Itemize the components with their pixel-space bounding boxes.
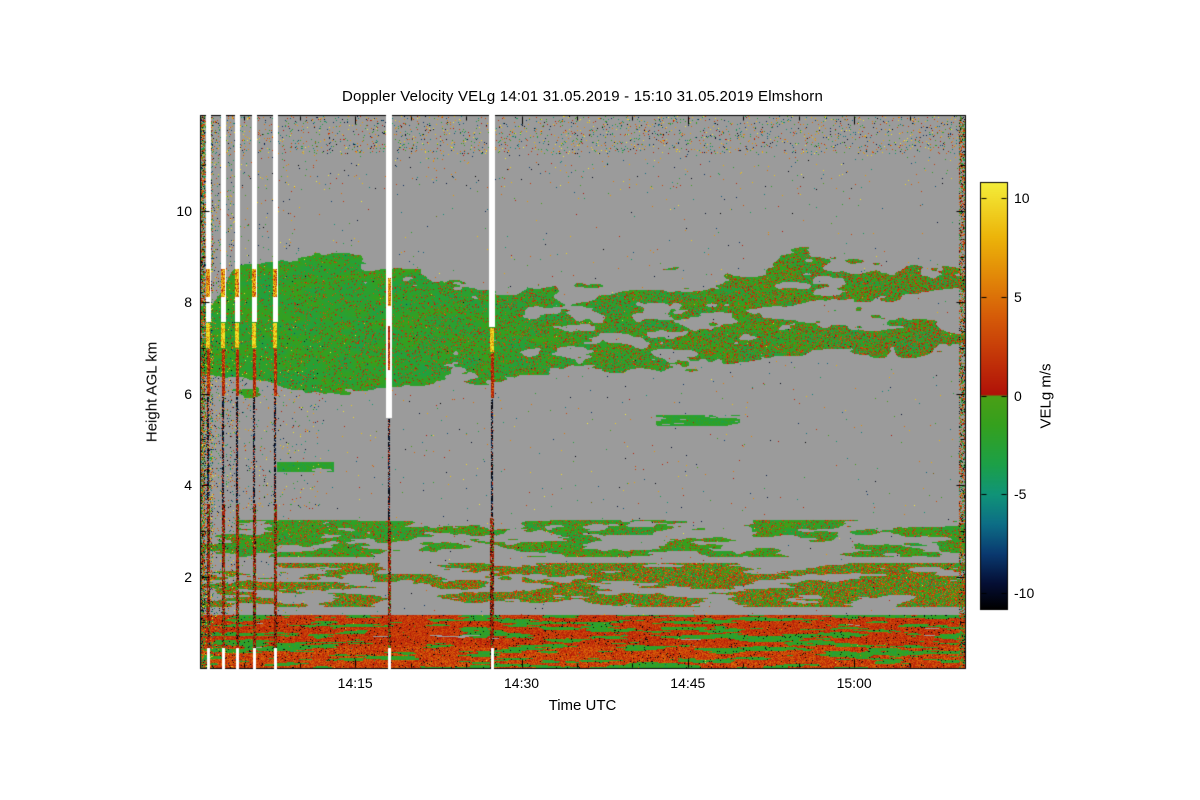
x-axis-label: Time UTC bbox=[548, 697, 617, 714]
y-axis-label: Height AGL km bbox=[143, 341, 161, 443]
chart-title: Doppler Velocity VELg 14:01 31.05.2019 -… bbox=[341, 88, 824, 105]
colorbar-label: VELg m/s bbox=[1037, 363, 1055, 429]
